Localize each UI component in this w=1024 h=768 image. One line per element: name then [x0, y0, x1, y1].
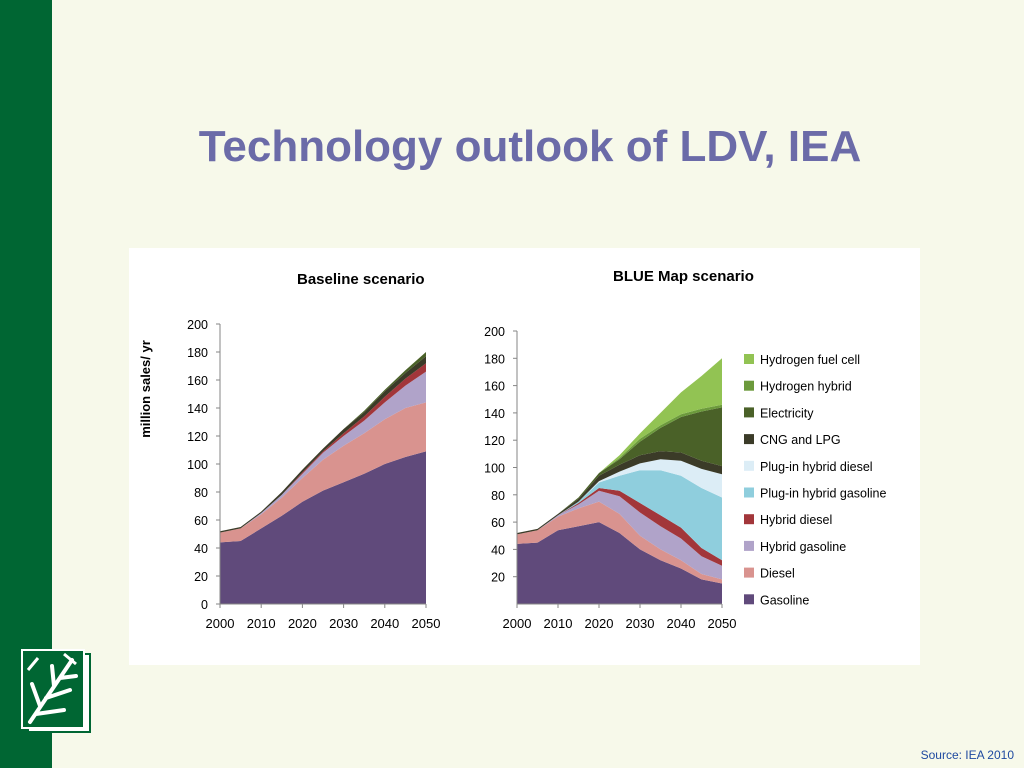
- bluemap-y-tick-label: 40: [491, 543, 505, 557]
- bluemap-chart-title: BLUE Map scenario: [613, 268, 754, 285]
- baseline-area-hybrid-gasoline: [220, 371, 426, 533]
- legend-label-plug-in-hybrid-gasoline: Plug-in hybrid gasoline: [760, 487, 887, 501]
- legend-swatch-electricity: [744, 407, 754, 418]
- legend-label-hydrogen-fuel-cell: Hydrogen fuel cell: [760, 353, 860, 367]
- baseline-x-tick-label: 2030: [329, 616, 358, 631]
- baseline-y-tick-label: 200: [187, 318, 208, 332]
- bluemap-x-tick-label: 2030: [626, 616, 655, 631]
- bluemap-area-hybrid-gasoline: [517, 490, 722, 580]
- legend-label-electricity: Electricity: [760, 406, 814, 420]
- bluemap-area-cng-and-lpg: [517, 451, 722, 535]
- bluemap-x-tick-label: 2010: [544, 616, 573, 631]
- bluemap-x-tick-label: 2020: [585, 616, 614, 631]
- legend-label-plug-in-hybrid-diesel: Plug-in hybrid diesel: [760, 460, 873, 474]
- baseline-y-tick-label: 180: [187, 346, 208, 360]
- baseline-y-tick-label: 20: [194, 570, 208, 584]
- baseline-x-tick-label: 2010: [247, 616, 276, 631]
- chart-panel: Baseline scenario 0 20 40 60 80 100 120 140 160 18…: [129, 248, 920, 665]
- bluemap-area-diesel: [517, 501, 722, 584]
- legend-label-cng-and-lpg: CNG and LPG: [760, 433, 841, 447]
- source-note: Source: IEA 2010: [920, 748, 1014, 762]
- baseline-area-diesel: [220, 402, 426, 543]
- legend-swatch-gasoline: [744, 594, 754, 605]
- baseline-y-tick-label: 140: [187, 402, 208, 416]
- baseline-chart: Baseline scenario02040608010012014016018…: [138, 271, 440, 631]
- chart-legend: Hydrogen fuel cell Hydrogen hybrid Electri…: [744, 353, 887, 607]
- baseline-area-cng-and-lpg: [220, 356, 426, 533]
- baseline-x-tick-label: 2040: [370, 616, 399, 631]
- bluemap-y-tick-label: 60: [491, 516, 505, 530]
- bluemap-y-tick-label: 140: [484, 407, 505, 421]
- legend-label-gasoline: Gasoline: [760, 593, 809, 607]
- bluemap-y-tick-label: 200: [484, 325, 505, 339]
- charts-svg: Baseline scenario02040608010012014016018…: [138, 268, 887, 631]
- legend-swatch-plug-in-hybrid-diesel: [744, 460, 754, 471]
- baseline-chart-title: Baseline scenario: [297, 271, 425, 288]
- bluemap-x-tick-label: 2050: [708, 616, 737, 631]
- legend-label-hydrogen-hybrid: Hydrogen hybrid: [760, 380, 852, 394]
- baseline-area-hybrid-diesel: [220, 363, 426, 533]
- slide-title: Technology outlook of LDV, IEA: [198, 122, 862, 171]
- bluemap-y-tick-label: 20: [491, 571, 505, 585]
- baseline-area-gasoline: [220, 451, 426, 604]
- legend-swatch-hydrogen-fuel-cell: [744, 354, 754, 364]
- bluemap-y-tick-label: 180: [484, 352, 505, 366]
- bluemap-y-tick-label: 100: [484, 462, 505, 476]
- baseline-y-tick-label: 60: [194, 514, 208, 528]
- legend-label-hybrid-gasoline: Hybrid gasoline: [760, 540, 846, 554]
- bluemap-y-tick-label: 80: [491, 489, 505, 503]
- bluemap-area-plug-in-hybrid-gasoline: [517, 470, 722, 561]
- legend-label-diesel: Diesel: [760, 567, 795, 581]
- baseline-x-tick-label: 2050: [412, 616, 441, 631]
- sidebar-bar: [0, 0, 52, 768]
- baseline-y-tick-label: 120: [187, 430, 208, 444]
- baseline-y-tick-label: 40: [194, 542, 208, 556]
- tree-logo-icon: [21, 649, 91, 733]
- bluemap-area-plug-in-hybrid-diesel: [517, 459, 722, 535]
- legend-swatch-diesel: [744, 567, 754, 578]
- bluemap-area-electricity: [517, 407, 722, 533]
- legend-label-hybrid-diesel: Hybrid diesel: [760, 513, 832, 527]
- legend-swatch-hydrogen-hybrid: [744, 380, 754, 391]
- legend-swatch-cng-and-lpg: [744, 434, 754, 445]
- bluemap-x-tick-label: 2000: [503, 616, 532, 631]
- baseline-y-tick-label: 0: [201, 598, 208, 612]
- bluemap-x-tick-label: 2040: [667, 616, 696, 631]
- baseline-y-axis-label: million sales/ yr: [138, 340, 153, 438]
- bluemap-area-gasoline: [517, 522, 722, 604]
- baseline-y-tick-label: 100: [187, 458, 208, 472]
- baseline-y-tick-label: 80: [194, 486, 208, 500]
- legend-swatch-hybrid-gasoline: [744, 540, 754, 551]
- bluemap-chart: BLUE Map scenario20406080100120140160180…: [484, 268, 754, 631]
- baseline-x-tick-label: 2020: [288, 616, 317, 631]
- bluemap-y-tick-label: 120: [484, 434, 505, 448]
- legend-swatch-plug-in-hybrid-gasoline: [744, 487, 754, 498]
- baseline-y-tick-label: 160: [187, 374, 208, 388]
- bluemap-y-tick-label: 160: [484, 380, 505, 394]
- legend-swatch-hybrid-diesel: [744, 514, 754, 525]
- baseline-x-tick-label: 2000: [206, 616, 235, 631]
